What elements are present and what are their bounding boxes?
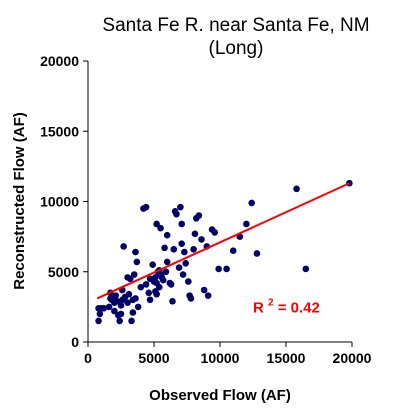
trendline (96, 182, 350, 300)
r-squared-value: = 0.42 (278, 299, 320, 316)
data-point (200, 286, 208, 294)
data-point (173, 210, 180, 218)
data-point (128, 317, 135, 325)
data-point (204, 292, 212, 299)
y-tick-label: 20000 (40, 53, 79, 69)
x-tick-label: 5000 (138, 350, 169, 366)
data-point (163, 258, 171, 266)
data-point (142, 281, 150, 288)
data-point (149, 261, 156, 269)
data-point (96, 310, 104, 318)
data-point (95, 317, 102, 325)
data-point (179, 271, 187, 278)
data-point (155, 283, 163, 291)
y-axis-label-group: Reconstructed Flow (AF) (11, 112, 28, 290)
data-point (215, 265, 222, 273)
data-point (145, 289, 153, 297)
data-point (169, 297, 176, 305)
y-axis-label: Reconstructed Flow (AF) (11, 112, 28, 290)
data-point (112, 292, 120, 299)
data-point (187, 295, 195, 302)
data-point (153, 290, 160, 298)
data-point (163, 231, 171, 239)
y-tick-label: 15000 (40, 123, 79, 139)
data-point (191, 230, 199, 238)
r-squared-superscript: 2 (268, 297, 274, 308)
data-point (182, 260, 189, 267)
data-point (133, 258, 141, 266)
data-point (198, 236, 205, 243)
data-point (243, 220, 250, 228)
data-point (120, 243, 127, 250)
axes: 0 5000 10000 15000 20000 0 5000 10000 15000 20000 (40, 53, 372, 366)
y-tick-label: 10000 (40, 194, 79, 210)
x-tick-label: 20000 (333, 350, 372, 366)
data-point (181, 248, 188, 256)
x-tick-label: 0 (84, 350, 92, 366)
data-point (130, 271, 138, 278)
chart-title-line-1: Santa Fe R. near Santa Fe, NM (102, 15, 369, 36)
data-point (129, 309, 137, 316)
data-point (146, 296, 154, 304)
data-point (170, 245, 178, 253)
data-point (157, 224, 164, 232)
data-point (178, 240, 186, 247)
x-tick-label: 15000 (267, 350, 306, 366)
data-point (185, 278, 192, 285)
data-point (125, 290, 133, 298)
chart-title-line-2: (Long) (209, 38, 264, 59)
data-point (137, 283, 145, 291)
data-point (134, 303, 142, 311)
data-point (124, 299, 131, 306)
data-point (211, 229, 219, 236)
data-point (195, 212, 203, 219)
data-point (111, 307, 118, 315)
data-point (152, 274, 159, 281)
data-point (132, 248, 139, 256)
data-point (161, 244, 168, 252)
x-axis-label: Observed Flow (AF) (149, 387, 291, 404)
data-point (132, 295, 139, 302)
data-point (159, 276, 167, 284)
data-point (248, 199, 255, 207)
data-point (178, 220, 186, 228)
data-point (113, 297, 121, 305)
data-point (117, 302, 125, 309)
x-tick-label: 10000 (201, 350, 240, 366)
y-tick-label: 0 (71, 334, 79, 350)
data-point (116, 317, 123, 325)
data-point (153, 220, 160, 228)
y-tick-label: 5000 (48, 264, 79, 280)
data-point (190, 245, 197, 253)
data-point (253, 250, 261, 257)
data-point (293, 185, 300, 193)
data-point (162, 268, 170, 276)
data-point (177, 203, 184, 211)
data-point (223, 265, 230, 273)
trendline-group (96, 182, 350, 300)
data-points (95, 179, 353, 325)
data-point (167, 281, 175, 288)
data-point (302, 265, 310, 273)
data-point (229, 247, 237, 254)
data-point (100, 304, 108, 312)
data-point (142, 203, 150, 211)
data-point (175, 264, 183, 271)
data-point (126, 275, 134, 283)
data-point (117, 310, 125, 318)
r-squared-annotation: R 2 = 0.42 (253, 292, 320, 316)
r-squared-prefix: R (253, 299, 264, 316)
data-point (105, 303, 113, 311)
